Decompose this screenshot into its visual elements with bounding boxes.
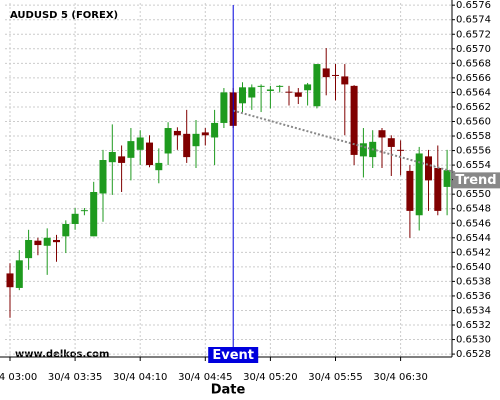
candle-body <box>90 191 98 237</box>
candle-body <box>443 170 451 187</box>
trend-label-box <box>453 172 500 189</box>
candle-body <box>15 260 23 288</box>
candle-body <box>350 85 358 155</box>
y-tick-label: 0.6564 <box>456 87 491 98</box>
y-tick-label: 0.6556 <box>456 146 491 157</box>
y-tick-label: 0.6548 <box>456 204 491 215</box>
x-axis-label: Date <box>211 383 246 398</box>
y-tick-label: 0.6544 <box>456 233 491 244</box>
candle-body <box>257 85 265 87</box>
y-tick-label: 0.6534 <box>456 305 491 316</box>
candle-body <box>62 223 70 237</box>
candle-body <box>155 162 163 171</box>
candle-body <box>211 122 219 138</box>
x-tick-label: 30/4 03:00 <box>0 372 37 383</box>
candle-body <box>201 132 209 136</box>
candle-body <box>406 170 414 211</box>
y-tick-label: 0.6542 <box>456 247 491 258</box>
y-tick-label: 0.6568 <box>456 58 491 69</box>
x-tick-label: 30/4 04:45 <box>178 372 232 383</box>
candle-body <box>239 87 246 104</box>
candle-body <box>285 91 293 93</box>
y-tick-label: 0.6570 <box>456 44 491 55</box>
candle-body <box>118 156 126 163</box>
candle-body <box>266 89 274 91</box>
candle-body <box>146 142 153 166</box>
y-tick-label: 0.6562 <box>456 102 491 113</box>
candle-body <box>387 138 395 147</box>
x-tick-label: 30/4 04:10 <box>113 372 167 383</box>
y-tick-label: 0.6550 <box>456 189 491 200</box>
candle-body <box>25 239 33 259</box>
y-tick-label: 0.6558 <box>456 131 491 142</box>
candle-body <box>136 137 144 150</box>
y-tick-label: 0.6554 <box>456 160 491 171</box>
candle-body <box>332 74 339 76</box>
y-tick-label: 0.6576 <box>456 0 491 11</box>
candle-body <box>304 84 312 91</box>
trend-label: Trend <box>455 173 496 188</box>
candle-body <box>294 92 302 97</box>
y-tick-label: 0.6574 <box>456 15 491 26</box>
x-tick-label: 30/4 05:20 <box>243 372 297 383</box>
trend-line <box>232 109 456 174</box>
candle-body <box>248 87 256 98</box>
candle-body <box>341 76 349 85</box>
y-tick-label: 0.6532 <box>456 320 491 331</box>
candle-body <box>425 156 432 181</box>
x-tick-label: 30/4 06:30 <box>373 372 427 383</box>
candle-body <box>192 133 200 147</box>
event-label-box <box>208 347 259 363</box>
candle-body <box>322 68 330 78</box>
event-label: Event <box>212 348 254 363</box>
candle-body <box>397 149 405 151</box>
candle-body <box>43 237 51 246</box>
y-tick-label: 0.6540 <box>456 262 491 273</box>
chart-title: AUDUSD 5 (FOREX) <box>10 10 118 21</box>
candle-body <box>127 141 135 158</box>
candle-body <box>359 143 367 157</box>
y-tick-label: 0.6530 <box>456 335 491 346</box>
candle-body <box>276 85 284 87</box>
y-tick-label: 0.6572 <box>456 29 491 40</box>
y-tick-label: 0.6536 <box>456 291 491 302</box>
candle-body <box>108 152 116 163</box>
candle-body <box>415 153 423 216</box>
y-tick-label: 0.6566 <box>456 73 491 84</box>
candle-body <box>220 92 228 123</box>
candle-body <box>164 128 172 154</box>
candle-body <box>99 160 107 194</box>
y-tick-label: 0.6560 <box>456 116 491 127</box>
x-tick-label: 30/4 03:35 <box>48 372 102 383</box>
candle-body <box>6 273 14 288</box>
candle-body <box>71 213 79 224</box>
y-tick-label: 0.6538 <box>456 276 491 287</box>
candle-body <box>434 168 442 211</box>
candle-body <box>183 133 191 158</box>
candle-body <box>378 130 386 138</box>
candle-body <box>53 239 60 243</box>
x-tick-label: 30/4 05:55 <box>308 372 362 383</box>
candle-body <box>80 210 88 212</box>
candle-body <box>173 130 181 136</box>
candle-body <box>34 240 42 246</box>
y-tick-label: 0.6528 <box>456 349 491 360</box>
candle-body <box>313 64 321 107</box>
y-tick-label: 0.6546 <box>456 218 491 229</box>
